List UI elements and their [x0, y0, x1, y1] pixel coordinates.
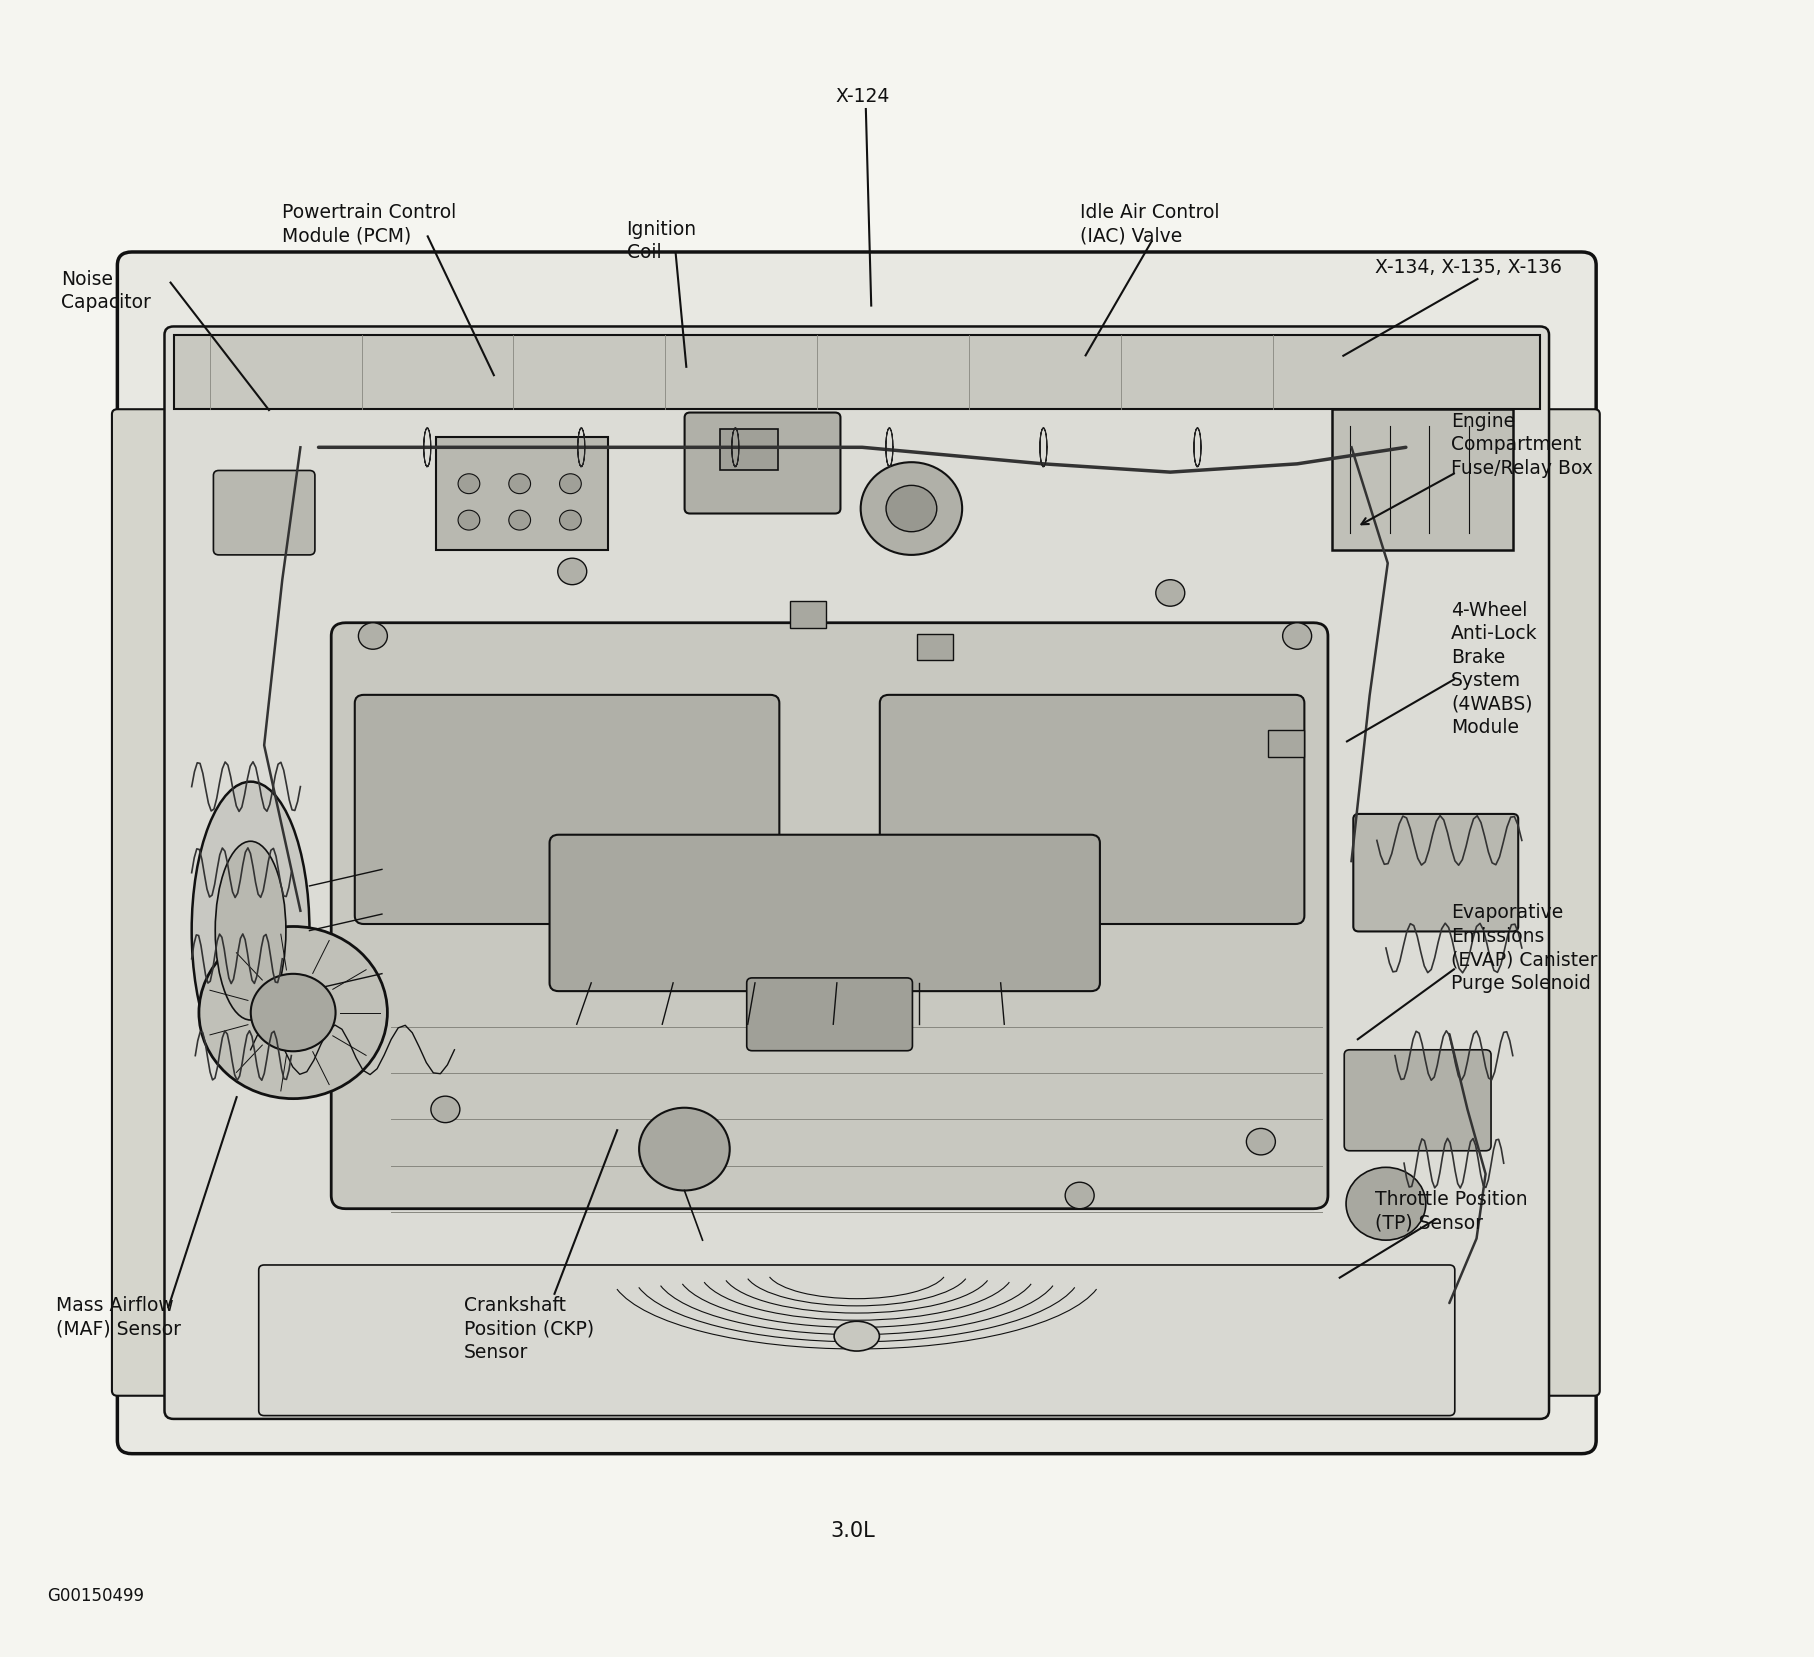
Circle shape: [1246, 1128, 1275, 1155]
FancyBboxPatch shape: [112, 409, 205, 1395]
FancyBboxPatch shape: [1344, 1051, 1491, 1152]
Circle shape: [457, 510, 479, 530]
Text: X-124: X-124: [834, 88, 889, 106]
Text: 4-Wheel
Anti-Lock
Brake
System
(4WABS)
Module: 4-Wheel Anti-Lock Brake System (4WABS) M…: [1451, 600, 1536, 737]
Ellipse shape: [216, 842, 287, 1021]
FancyBboxPatch shape: [1506, 409, 1598, 1395]
Bar: [916, 635, 952, 661]
FancyBboxPatch shape: [259, 1266, 1455, 1415]
Text: G00150499: G00150499: [47, 1586, 143, 1604]
FancyBboxPatch shape: [330, 623, 1328, 1210]
Text: Ignition
Coil: Ignition Coil: [626, 220, 697, 262]
Bar: [174, 335, 1538, 409]
FancyBboxPatch shape: [1353, 815, 1517, 931]
Ellipse shape: [834, 1322, 880, 1350]
Text: Throttle Position
(TP) Sensor: Throttle Position (TP) Sensor: [1375, 1190, 1527, 1231]
Bar: [789, 601, 825, 628]
Ellipse shape: [192, 782, 310, 1080]
FancyBboxPatch shape: [746, 978, 912, 1051]
FancyBboxPatch shape: [684, 413, 840, 514]
Circle shape: [885, 486, 936, 532]
Text: Idle Air Control
(IAC) Valve: Idle Air Control (IAC) Valve: [1079, 204, 1219, 245]
Circle shape: [1346, 1168, 1426, 1241]
Text: Crankshaft
Position (CKP)
Sensor: Crankshaft Position (CKP) Sensor: [463, 1296, 593, 1360]
Circle shape: [559, 510, 580, 530]
FancyBboxPatch shape: [118, 254, 1595, 1453]
Circle shape: [200, 926, 386, 1099]
Text: Evaporative
Emissions
(EVAP) Canister
Purge Solenoid: Evaporative Emissions (EVAP) Canister Pu…: [1451, 903, 1596, 993]
FancyBboxPatch shape: [354, 696, 778, 925]
Circle shape: [860, 462, 961, 555]
Circle shape: [250, 974, 336, 1052]
Text: Powertrain Control
Module (PCM): Powertrain Control Module (PCM): [283, 204, 457, 245]
FancyBboxPatch shape: [880, 696, 1304, 925]
Circle shape: [1282, 623, 1312, 650]
Bar: [1331, 409, 1511, 550]
FancyBboxPatch shape: [214, 471, 316, 555]
Text: Engine
Compartment
Fuse/Relay Box: Engine Compartment Fuse/Relay Box: [1451, 411, 1593, 477]
Circle shape: [557, 558, 586, 585]
Bar: [1268, 731, 1304, 757]
FancyBboxPatch shape: [165, 328, 1547, 1418]
Circle shape: [639, 1109, 729, 1191]
Circle shape: [430, 1097, 459, 1123]
Circle shape: [559, 474, 580, 494]
FancyBboxPatch shape: [550, 835, 1099, 991]
Circle shape: [508, 510, 530, 530]
Bar: [720, 429, 778, 471]
Text: Noise
Capacitor: Noise Capacitor: [62, 270, 151, 312]
Text: Mass Airflow
(MAF) Sensor: Mass Airflow (MAF) Sensor: [56, 1296, 181, 1337]
Circle shape: [1065, 1183, 1094, 1210]
Circle shape: [508, 474, 530, 494]
Circle shape: [1156, 580, 1185, 606]
Circle shape: [357, 623, 386, 650]
Bar: [435, 437, 608, 550]
Text: X-134, X-135, X-136: X-134, X-135, X-136: [1375, 258, 1562, 277]
Text: 3.0L: 3.0L: [831, 1519, 874, 1539]
Circle shape: [457, 474, 479, 494]
